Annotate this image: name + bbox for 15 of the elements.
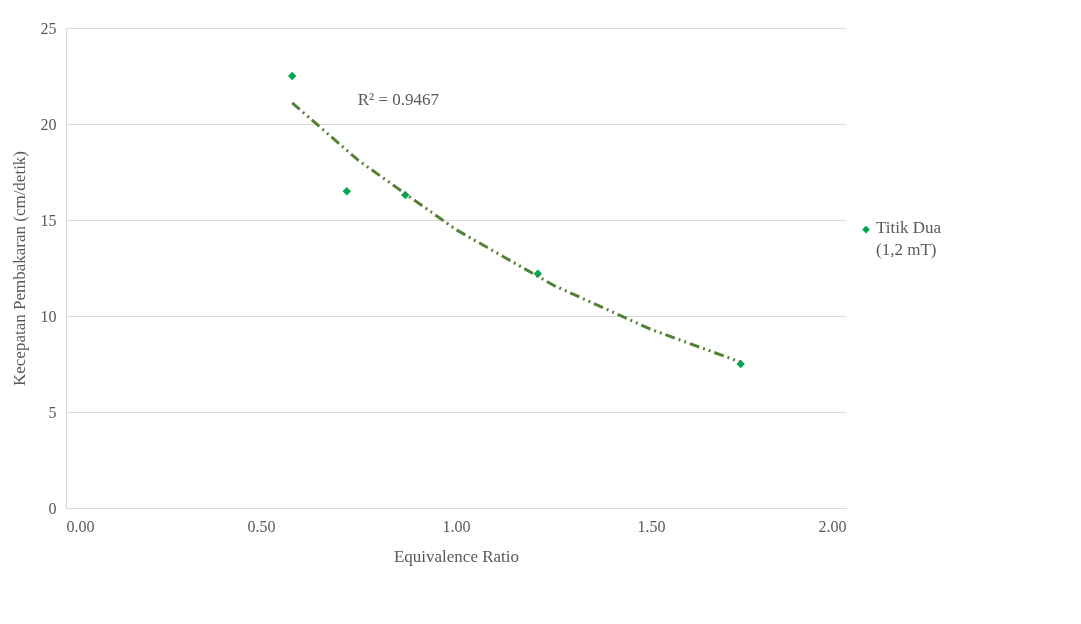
- y-tick-label: 15: [40, 211, 57, 229]
- y-tick-label: 0: [48, 499, 57, 517]
- x-tick-label: 1.00: [442, 517, 471, 535]
- x-tick-label: 1.50: [637, 517, 666, 535]
- x-axis-title: Equivalence Ratio: [393, 546, 520, 566]
- y-tick-label: 20: [40, 115, 57, 133]
- x-tick-label: 0.50: [247, 517, 276, 535]
- y-tick-label: 5: [48, 403, 57, 421]
- y-tick-label: 25: [40, 19, 57, 37]
- x-tick-label: 0.00: [66, 517, 95, 535]
- annotation: R² = 0.9467: [357, 90, 440, 109]
- x-tick-label: 2.00: [818, 517, 847, 535]
- y-axis-title: Kecepatan Pembakaran (cm/detik): [9, 150, 29, 387]
- legend-label: Titik Dua (1,2 mT): [876, 217, 942, 259]
- y-tick-label: 10: [40, 307, 57, 325]
